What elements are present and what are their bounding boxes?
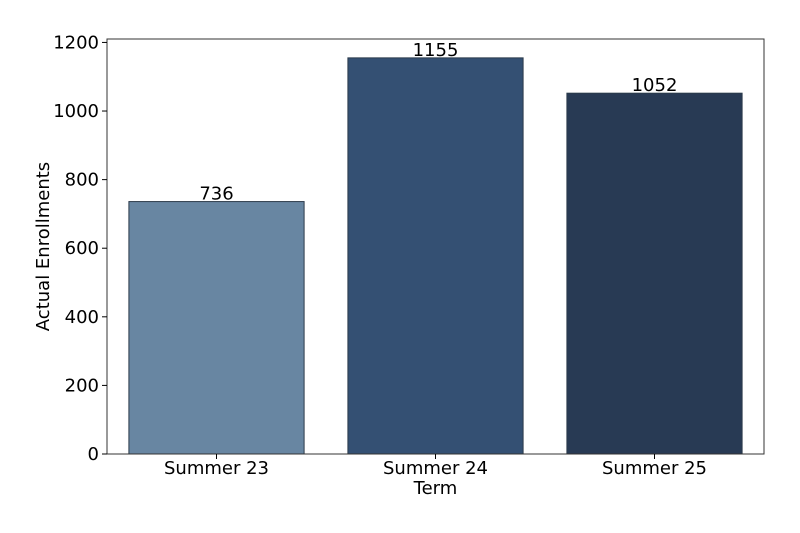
bars-group: [128, 57, 743, 455]
data-label-summer-24: 1155: [413, 40, 459, 61]
y-tick-label: 1200: [53, 32, 99, 53]
x-tick-label: Summer 23: [164, 458, 269, 479]
bar-summer-25: [566, 92, 743, 455]
data-label-summer-23: 736: [199, 184, 233, 205]
y-axis-label: Actual Enrollments: [33, 162, 54, 331]
y-axis-ticks: 0 200 400 600 800 1000 1200: [53, 32, 107, 465]
x-axis-ticks: Summer 23 Summer 24 Summer 25: [164, 454, 707, 479]
y-tick-label: 400: [65, 307, 99, 328]
bar-summer-23: [128, 201, 305, 455]
y-tick-label: 200: [65, 375, 99, 396]
x-axis-label: Term: [413, 478, 458, 499]
bar-summer-24: [347, 57, 524, 455]
y-tick-label: 0: [88, 444, 99, 465]
data-label-summer-25: 1052: [632, 75, 678, 96]
x-tick-label: Summer 25: [602, 458, 707, 479]
x-tick-label: Summer 24: [383, 458, 488, 479]
y-tick-label: 600: [65, 238, 99, 259]
y-tick-label: 800: [65, 170, 99, 191]
y-tick-label: 1000: [53, 101, 99, 122]
data-labels-group: 736 1155 1052: [199, 40, 677, 205]
